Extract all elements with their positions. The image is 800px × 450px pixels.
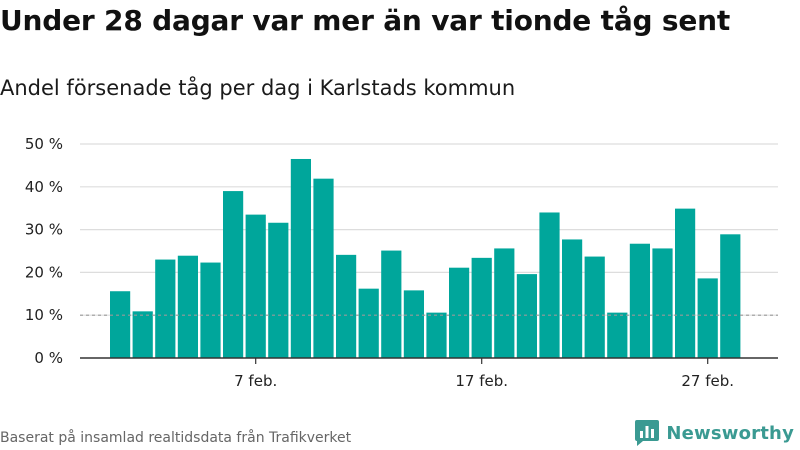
bar: [177, 255, 198, 358]
y-tick-label: 50 %: [25, 135, 63, 153]
y-tick-label: 0 %: [34, 349, 63, 367]
bar: [629, 243, 650, 358]
bar: [155, 259, 176, 358]
bar: [516, 274, 537, 358]
x-tick-label: 17 feb.: [455, 372, 508, 390]
brand-name: Newsworthy: [666, 422, 794, 444]
bar: [720, 234, 741, 358]
bar: [110, 291, 131, 358]
bar: [313, 178, 334, 358]
bar: [675, 208, 696, 358]
bar: [245, 214, 266, 358]
bar: [449, 267, 470, 358]
bar: [426, 312, 447, 358]
x-tick-label: 27 feb.: [681, 372, 734, 390]
bar: [268, 222, 289, 358]
bar: [471, 257, 492, 358]
bar: [200, 262, 221, 358]
bar: [539, 212, 560, 358]
y-tick-label: 10 %: [25, 306, 63, 324]
bar: [584, 256, 605, 358]
bar-chart: 0 % 10 % 20 % 30 % 40 % 50 % 7 feb. 17 feb. 27 …: [25, 135, 778, 390]
chart-title: Under 28 dagar var mer än var tionde tåg…: [0, 4, 731, 37]
y-axis-ticks: 0 % 10 % 20 % 30 % 40 % 50 %: [25, 135, 63, 367]
x-tick-label: 7 feb.: [234, 372, 277, 390]
bar: [336, 254, 357, 358]
source-note: Baserat på insamlad realtidsdata från Tr…: [0, 430, 352, 446]
bar: [607, 312, 628, 358]
y-tick-label: 20 %: [25, 263, 63, 281]
newsworthy-logo-icon: [635, 420, 660, 446]
y-tick-label: 30 %: [25, 221, 63, 239]
bar: [562, 239, 583, 358]
x-axis-ticks: 7 feb. 17 feb. 27 feb.: [234, 358, 734, 390]
bar: [494, 248, 515, 358]
chart-subtitle: Andel försenade tåg per dag i Karlstads …: [0, 76, 516, 100]
bar: [132, 311, 153, 358]
y-tick-label: 40 %: [25, 178, 63, 196]
bar: [381, 250, 402, 358]
bar: [290, 158, 311, 358]
brand: Newsworthy: [634, 419, 794, 447]
bar: [223, 191, 244, 358]
bar: [403, 290, 424, 358]
bar: [358, 288, 379, 358]
bar: [652, 248, 673, 358]
bars: [110, 158, 741, 358]
bar: [697, 278, 718, 358]
